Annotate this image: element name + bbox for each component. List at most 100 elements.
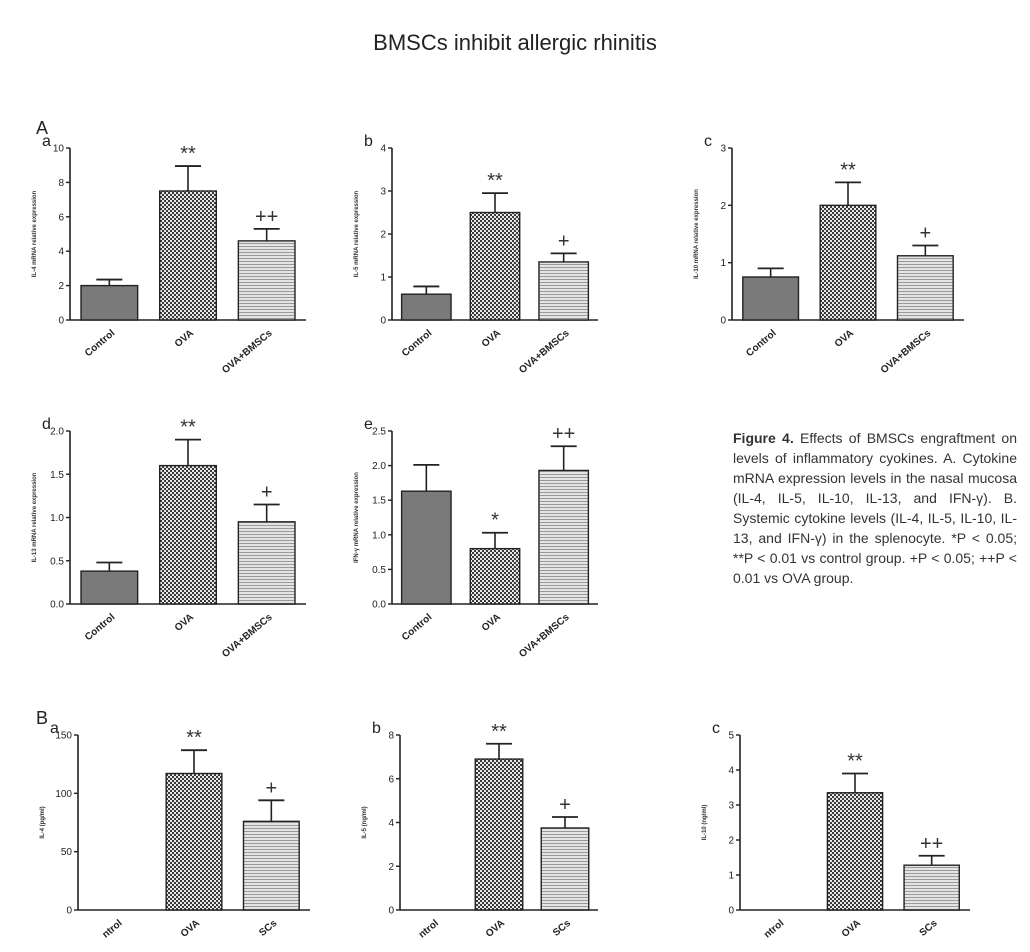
significance-marker: ++ [552,423,575,445]
y-tick-label: 0 [380,316,386,327]
x-category-label: OVA [173,612,196,634]
x-category-label: SCs [918,918,940,939]
y-tick-label: 1 [380,273,386,284]
x-category-label: OVA [179,918,202,940]
y-tick-label: 3 [380,187,386,198]
y-tick-label: 5 [728,731,734,742]
panel-label: c [712,720,720,737]
y-axis-label: IL-4 (pg/ml) [40,806,46,838]
y-tick-label: 0 [58,316,64,327]
panel-label: e [364,416,373,433]
significance-marker: ** [180,143,196,165]
y-tick-label: 2 [58,281,64,292]
bar-ova-bmscs [237,240,296,321]
y-axis-label: IL-4 mRNA relative expression [32,190,38,277]
x-category-label: OVA [173,328,196,350]
panel-label: b [372,720,381,737]
y-tick-label: 1.5 [50,470,64,481]
y-tick-label: 1 [728,871,734,882]
y-tick-label: 3 [728,801,734,812]
caption-label: Figure 4. [733,430,794,446]
significance-marker: ** [487,170,503,192]
y-tick-label: 6 [388,774,394,785]
significance-marker: ** [840,159,856,181]
significance-marker: + [919,222,931,244]
x-category-label: SCs [551,918,573,939]
y-tick-label: 6 [58,212,64,223]
y-tick-label: 100 [55,789,72,800]
y-tick-label: 2 [720,201,726,212]
y-tick-label: 2 [728,836,734,847]
y-tick-label: 0.5 [372,565,386,576]
bar-control [742,276,800,321]
y-tick-label: 2.5 [372,427,386,438]
significance-marker: ++ [255,206,278,228]
y-tick-label: 4 [728,766,734,777]
significance-marker: ** [186,727,202,749]
y-tick-label: 0 [728,906,734,917]
y-axis-label: IL-10 mRNA relative expression [694,189,700,279]
x-category-label: OVA [833,328,856,350]
y-tick-label: 0 [66,906,72,917]
y-tick-label: 50 [61,847,73,858]
y-tick-label: 1.0 [50,513,64,524]
panel-label: a [50,720,59,737]
chart-Ba: a IL-4 (pg/ml) 0 50 100 150 ntrol ** OVA + SCs [40,720,310,941]
x-category-label: OVA [480,328,503,350]
y-tick-label: 1.0 [372,530,386,541]
bar-ova [474,758,524,911]
y-tick-label: 1 [720,258,726,269]
x-category-label: OVA+BMSCs [220,328,275,376]
significance-marker: * [491,510,499,532]
x-category-label: OVA [484,918,507,940]
y-tick-label: 0 [388,906,394,917]
x-category-label: OVA [480,612,503,634]
bar-ova-bmscs [538,261,590,321]
significance-marker: + [559,794,571,816]
y-tick-label: 0.5 [50,556,64,567]
bar-control [400,490,452,605]
y-axis-label: IL-10 (ng/ml) [702,805,708,841]
figure-caption: Figure 4. Effects of BMSCs engraftment o… [733,428,1017,588]
bar-ova [165,772,223,911]
x-category-label: ntrol [101,918,125,941]
chart-Bc: c IL-10 (ng/ml) 0 1 2 3 4 5 ntrol ** OVA ++ SCs [702,720,970,941]
y-tick-label: 3 [720,144,726,155]
y-tick-label: 0 [720,316,726,327]
x-category-label: SCs [257,918,279,939]
bar-ova-bmscs [896,255,954,321]
panel-label: d [42,416,51,433]
y-tick-label: 150 [55,731,72,742]
chart-Aa: a IL-4 mRNA relative expression 0 2 4 6 8 10 Con… [32,133,306,376]
bar-ova-bmscs [903,864,960,911]
x-category-label: Control [83,612,117,643]
section-label-b: B [36,708,48,728]
x-category-label: OVA+BMSCs [517,328,572,376]
y-tick-label: 4 [58,247,64,258]
panel-label: b [364,133,373,150]
bar-ova [826,792,884,911]
bar-ova [158,190,218,321]
y-tick-label: 8 [58,178,64,189]
bar-ova [469,547,521,605]
section-label-a: A [36,118,48,138]
bar-control [80,284,139,321]
y-axis-label: IFN-γ mRNA relative expression [354,472,360,563]
x-category-label: ntrol [417,918,441,941]
bar-ova-bmscs [237,521,296,605]
chart-Ac: c IL-10 mRNA relative expression 0 1 2 3 Contr… [694,133,964,376]
chart-Bb: b IL-5 (ng/ml) 0 2 4 6 8 ntrol ** OVA + SCs [362,720,598,941]
y-tick-label: 0.0 [372,600,386,611]
chart-Ad: d IL-13 mRNA relative expression 0.0 0.5 1.0… [32,416,306,660]
y-axis-label: IL-5 mRNA relative expression [354,190,360,277]
significance-marker: ** [847,751,863,773]
bar-ova-bmscs [242,820,300,911]
x-category-label: Control [744,328,778,359]
y-axis-label: IL-5 (ng/ml) [362,806,368,838]
x-category-label: OVA+BMSCs [517,612,572,660]
significance-marker: ++ [920,833,943,855]
chart-Ab: b IL-5 mRNA relative expression 0 1 2 3 4 Contr… [354,133,598,376]
y-tick-label: 10 [53,144,65,155]
figure-title: BMSCs inhibit allergic rhinitis [373,30,657,55]
x-category-label: OVA [840,918,863,940]
